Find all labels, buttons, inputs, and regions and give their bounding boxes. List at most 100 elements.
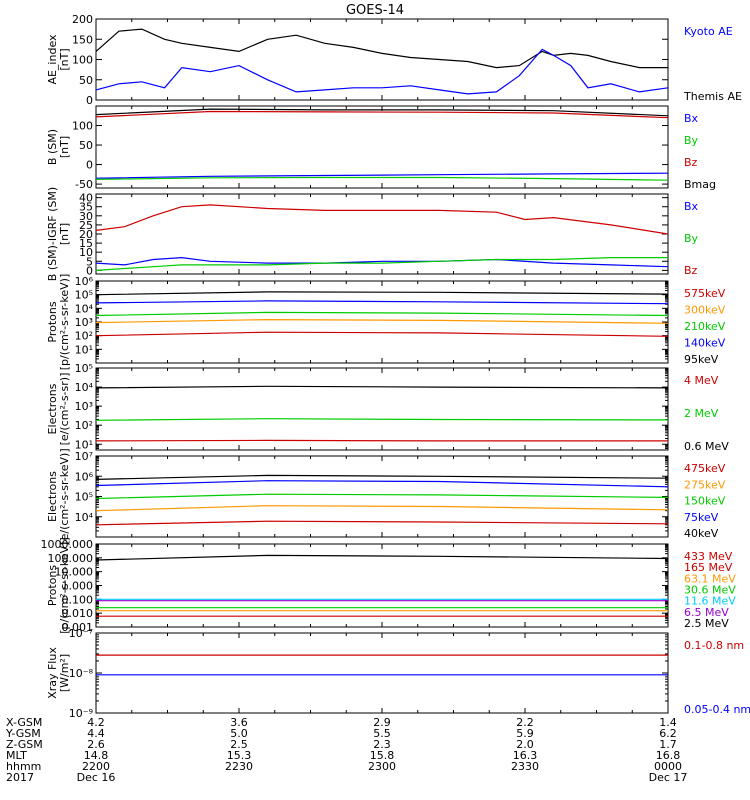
y-tick-label: 5 bbox=[86, 255, 93, 268]
series-line bbox=[95, 28, 668, 69]
y-tick-label: 10⁻⁹ bbox=[69, 707, 93, 720]
series-line bbox=[95, 311, 669, 317]
legend-entry: 6.5 MeV bbox=[684, 606, 729, 619]
legend-entry: 4 MeV bbox=[684, 374, 719, 387]
footer-value: 0000 bbox=[654, 760, 682, 773]
footer-value: 15.3 bbox=[227, 749, 252, 762]
legend-entry: 95keV bbox=[684, 353, 719, 366]
footer-row-label: Z-GSM bbox=[6, 738, 43, 751]
legend-entry: 275keV bbox=[684, 478, 726, 491]
y-axis-label: B (SM)-IGRF (SM) bbox=[46, 187, 59, 281]
footer-value: Dec 17 bbox=[649, 771, 688, 784]
footer-value: 6.2 bbox=[659, 727, 677, 740]
plot-frame bbox=[95, 193, 669, 275]
y-tick-label: 30 bbox=[79, 210, 93, 223]
legend-entry: 210keV bbox=[684, 320, 726, 333]
legend-entry: Bx bbox=[684, 200, 699, 213]
y-axis-label: [nT] bbox=[58, 48, 71, 70]
y-tick-label: 1.000 bbox=[62, 580, 94, 593]
y-tick-label: 10⁵ bbox=[75, 289, 93, 302]
y-tick-label: 40 bbox=[79, 192, 93, 205]
footer-value: 2330 bbox=[511, 760, 539, 773]
y-axis-label: Xray Flux bbox=[46, 647, 59, 699]
y-tick-label: 0.100 bbox=[62, 593, 94, 606]
series-line bbox=[95, 108, 669, 117]
y-tick-label: 10² bbox=[75, 330, 93, 343]
footer-value: 15.8 bbox=[370, 749, 395, 762]
y-tick-label: 0.010 bbox=[62, 607, 94, 620]
y-tick-label: 100 bbox=[72, 54, 93, 67]
footer-value: 2200 bbox=[82, 760, 110, 773]
legend-entry: 11.6 MeV bbox=[684, 595, 736, 608]
y-tick-label: 0 bbox=[86, 94, 93, 107]
panel-electrons2: 10⁴ 10⁵ 10⁶ 10⁷ Electrons [e/(cm²-s-sr-keV)] 4… bbox=[46, 448, 726, 544]
y-axis-label: AE_index bbox=[46, 34, 59, 85]
legend-entry: 2 MeV bbox=[684, 407, 719, 420]
panel-electrons1: 10¹ 10² 10³ 10⁴ 10⁵ Electrons [e/(cm²-s-sr)] 4 … bbox=[46, 362, 729, 453]
y-axis-label: [nT] bbox=[58, 136, 71, 158]
footer-value: 1.4 bbox=[659, 716, 677, 729]
y-axis-label: [p/(cm²-s-sr-keV)] bbox=[58, 274, 71, 371]
footer-row-label: 2017 bbox=[6, 771, 34, 784]
footer-value: Dec 16 bbox=[77, 771, 116, 784]
y-axis-label: Protons bbox=[46, 565, 59, 606]
series-line bbox=[95, 520, 669, 526]
y-tick-label: 1000.000 bbox=[41, 538, 94, 551]
legend-entry: 165 MeV bbox=[684, 561, 733, 574]
series-line bbox=[95, 385, 669, 389]
y-axis-label: Protons bbox=[46, 301, 59, 342]
y-tick-label: 10⁻⁸ bbox=[69, 667, 94, 680]
y-axis-label: [p/(cm²-s-sr-keV)] bbox=[58, 537, 71, 634]
y-tick-label: 10² bbox=[75, 419, 93, 432]
y-tick-label: 10⁶ bbox=[75, 470, 94, 483]
footer-value: 5.9 bbox=[516, 727, 534, 740]
y-tick-label: 10¹ bbox=[75, 343, 93, 356]
y-axis-label: Electrons bbox=[46, 471, 59, 522]
series-line bbox=[95, 172, 669, 179]
y-tick-label: 0 bbox=[86, 264, 93, 277]
footer-ephemeris: X-GSMY-GSMZ-GSMMLThhmm20174.24.42.614.82… bbox=[5, 716, 687, 784]
legend-entry: 575keV bbox=[684, 287, 726, 300]
footer-row-label: X-GSM bbox=[6, 716, 42, 729]
legend-entry: 433 MeV bbox=[684, 550, 733, 563]
series-line bbox=[95, 331, 669, 337]
footer-value: 4.2 bbox=[87, 716, 105, 729]
y-tick-label: 10¹ bbox=[75, 438, 93, 451]
footer-value: 3.6 bbox=[230, 716, 248, 729]
legend-entry: Themis AE bbox=[683, 90, 742, 103]
footer-value: 14.8 bbox=[84, 749, 109, 762]
series-line bbox=[95, 418, 669, 421]
y-tick-label: 15 bbox=[79, 237, 93, 250]
series-line bbox=[95, 493, 669, 500]
legend-entry: By bbox=[684, 232, 699, 245]
y-tick-label: 10 bbox=[79, 246, 93, 259]
panel-bsm: -50 0 50 100 B (SM) [nT] Bx By Bz Bmag bbox=[46, 105, 716, 191]
series-line bbox=[95, 480, 669, 488]
series-line bbox=[95, 257, 668, 271]
footer-value: 2.5 bbox=[230, 738, 248, 751]
legend-entry: Kyoto AE bbox=[684, 25, 733, 38]
series-line bbox=[95, 176, 669, 181]
y-tick-label: 10⁵ bbox=[75, 362, 93, 375]
series-line bbox=[95, 505, 669, 512]
legend-entry: 0.05-0.4 nm bbox=[684, 703, 750, 716]
panel-xray: 10⁻⁹ 10⁻⁸ 10⁻⁷ Xray Flux [W/m²] 0.1-0.8 nm 0.0… bbox=[46, 627, 750, 720]
footer-value: 2.9 bbox=[373, 716, 391, 729]
y-tick-label: 0 bbox=[86, 159, 93, 172]
legend-entry: 140keV bbox=[684, 337, 726, 350]
series-line bbox=[95, 474, 669, 480]
footer-row-label: MLT bbox=[6, 749, 27, 762]
y-tick-label: 10⁻⁷ bbox=[69, 627, 93, 640]
legend-entry: 475keV bbox=[684, 462, 726, 475]
footer-row-label: hhmm bbox=[6, 760, 41, 773]
legend-entry: 150keV bbox=[684, 495, 726, 508]
y-tick-label: 100.000 bbox=[48, 552, 94, 565]
y-tick-label: 50 bbox=[79, 139, 93, 152]
y-tick-label: 10⁴ bbox=[75, 381, 94, 394]
plot-frame bbox=[95, 632, 669, 714]
footer-value: 2300 bbox=[368, 760, 396, 773]
footer-value: 4.4 bbox=[87, 727, 105, 740]
series-line bbox=[95, 318, 669, 324]
